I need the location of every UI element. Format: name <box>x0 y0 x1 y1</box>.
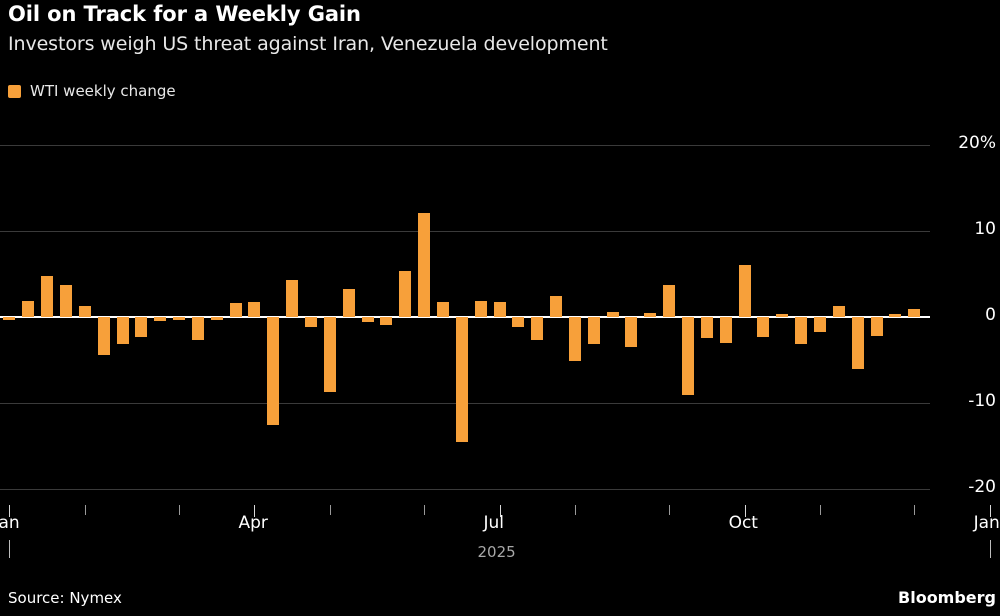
bar <box>286 280 299 317</box>
bar <box>59 285 72 317</box>
bar <box>757 317 770 337</box>
x-axis-minor-tick <box>329 505 331 515</box>
x-axis-minor-tick <box>84 505 86 515</box>
bar <box>587 317 600 344</box>
bar <box>361 317 374 323</box>
bar <box>97 317 110 355</box>
bar-series <box>3 212 921 442</box>
bar <box>41 275 54 317</box>
page-title: Oil on Track for a Weekly Gain <box>8 2 361 26</box>
bar <box>267 317 280 426</box>
bar <box>436 301 449 317</box>
bar <box>795 317 808 344</box>
legend-label: WTI weekly change <box>30 82 176 100</box>
bar <box>625 317 638 348</box>
bar <box>78 305 91 317</box>
bar <box>908 309 921 317</box>
year-boundary-mark <box>9 540 11 558</box>
bar <box>342 288 355 317</box>
y-axis-tick-label: -10 <box>968 391 996 411</box>
gridline <box>0 231 930 232</box>
y-axis-tick-label: -20 <box>968 477 996 497</box>
gridline <box>0 489 930 490</box>
source-note: Source: Nymex <box>8 589 122 607</box>
plot-area <box>0 145 930 490</box>
bar <box>229 303 242 317</box>
bar <box>719 317 732 343</box>
x-axis-minor-tick <box>424 505 426 515</box>
gridline <box>0 145 930 146</box>
bar <box>512 317 525 328</box>
bar <box>851 317 864 369</box>
x-axis-tick-label: Jan <box>973 513 1000 533</box>
x-axis-minor-tick <box>574 505 576 515</box>
bar <box>173 317 186 321</box>
x-axis-major-tick <box>744 505 746 517</box>
bar <box>135 317 148 337</box>
x-axis-major-tick <box>989 505 991 517</box>
x-axis-minor-tick <box>179 505 181 515</box>
bar <box>870 317 883 336</box>
bar <box>22 300 35 317</box>
bar <box>116 317 129 344</box>
x-axis-tick-label: Oct <box>728 513 758 533</box>
bar <box>663 285 676 317</box>
y-axis-labels: 20% 10 0 -10 -20 <box>932 0 996 616</box>
bar <box>305 317 318 328</box>
bar <box>550 296 563 317</box>
chart-subtitle: Investors weigh US threat against Iran, … <box>8 33 608 55</box>
y-axis-tick-label: 0 <box>985 305 996 325</box>
x-axis-major-tick <box>9 505 11 517</box>
bar <box>682 317 695 396</box>
y-axis-tick-label: 10 <box>974 219 996 239</box>
bar <box>248 302 261 317</box>
bar <box>568 317 581 361</box>
bar <box>832 305 845 317</box>
x-axis-major-tick <box>499 505 501 517</box>
bar <box>3 317 16 321</box>
bar <box>606 311 619 317</box>
chart-legend: WTI weekly change <box>8 82 176 100</box>
bar <box>399 271 412 317</box>
bar <box>644 312 657 317</box>
bar <box>889 313 902 317</box>
x-axis-tick-label: Jan <box>0 513 20 533</box>
bar <box>210 317 223 320</box>
bar <box>738 265 751 317</box>
bar <box>493 302 506 317</box>
brand-label: Bloomberg <box>898 588 996 607</box>
bar <box>474 300 487 317</box>
bar <box>700 317 713 338</box>
bar <box>380 317 393 325</box>
x-axis-tick-label: Jul <box>483 513 505 533</box>
year-boundary-mark <box>989 540 991 558</box>
bar <box>323 317 336 392</box>
x-axis-minor-tick <box>669 505 671 515</box>
bar <box>154 317 167 322</box>
x-axis-tick-label: Apr <box>238 513 268 533</box>
bar <box>813 317 826 332</box>
x-axis-minor-tick <box>914 505 916 515</box>
x-axis-major-tick <box>254 505 256 517</box>
bar <box>531 317 544 341</box>
bar <box>418 212 431 317</box>
y-axis-tick-label: 20% <box>958 133 996 153</box>
x-axis-minor-tick <box>819 505 821 515</box>
bar <box>455 317 468 442</box>
legend-swatch-icon <box>8 84 21 98</box>
x-axis-year-label: 2025 <box>477 543 516 561</box>
bar <box>191 317 204 341</box>
x-axis-ticks <box>0 505 991 517</box>
bar <box>776 314 789 317</box>
